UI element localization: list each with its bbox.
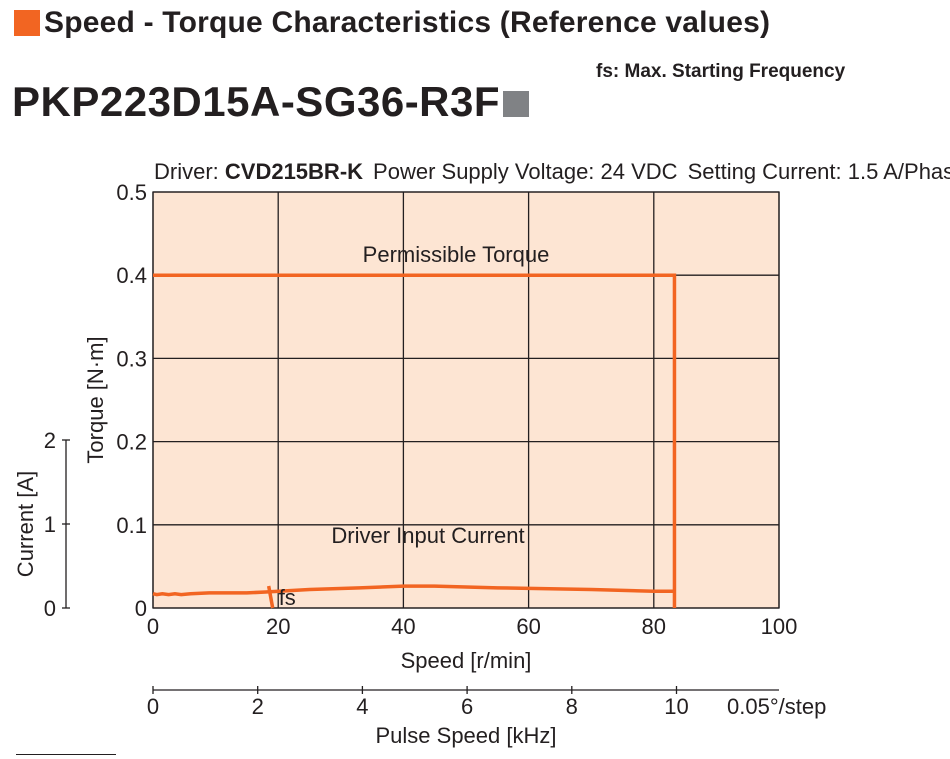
fs-label: fs bbox=[279, 585, 296, 610]
y-tick-label: 0.1 bbox=[116, 513, 147, 538]
permissible-torque-line bbox=[153, 273, 677, 608]
driver-model: CVD215BR-K bbox=[225, 159, 363, 184]
y-tick-label: 0.3 bbox=[116, 346, 147, 371]
driver-input-current-label: Driver Input Current bbox=[331, 523, 524, 548]
pulse-tick-label: 2 bbox=[252, 694, 264, 719]
pulse-tick-label: 10 bbox=[664, 694, 688, 719]
pulse-tick-label: 6 bbox=[461, 694, 473, 719]
y-tick-label: 0.2 bbox=[116, 430, 147, 455]
header: Speed - Torque Characteristics (Referenc… bbox=[14, 6, 770, 40]
pulse-tick-label: 4 bbox=[356, 694, 368, 719]
y-tick-label: 0 bbox=[135, 596, 147, 621]
model-name: PKP223D15A-SG36-R3F bbox=[12, 78, 501, 125]
plot-frame bbox=[152, 191, 780, 609]
current-tick-label: 2 bbox=[44, 428, 56, 453]
x-tick-label: 20 bbox=[266, 614, 290, 639]
divider bbox=[16, 754, 116, 755]
fs-marker bbox=[266, 585, 275, 609]
model-header: PKP223D15A-SG36-R3F bbox=[12, 78, 530, 126]
y-tick-label: 0.4 bbox=[116, 263, 147, 288]
x-tick-label: 40 bbox=[391, 614, 415, 639]
y-axis-title: Torque [N·m] bbox=[83, 336, 108, 463]
x-tick-label: 0 bbox=[147, 614, 159, 639]
fs-note: fs: Max. Starting Frequency bbox=[596, 61, 846, 82]
current-axis-title: Current [A] bbox=[13, 471, 38, 577]
x-tick-label: 60 bbox=[516, 614, 540, 639]
pulse-tick-label: 0 bbox=[147, 694, 159, 719]
current-tick-label: 1 bbox=[44, 512, 56, 537]
permissible-torque-label: Permissible Torque bbox=[363, 242, 550, 267]
gray-square-icon bbox=[503, 91, 530, 117]
pulse-tick-label: 8 bbox=[566, 694, 578, 719]
step-angle-label: 0.05°/step bbox=[727, 694, 826, 719]
driver-prefix: Driver: bbox=[154, 159, 225, 184]
x-axis-title: Speed [r/min] bbox=[401, 648, 532, 673]
page-title: Speed - Torque Characteristics (Referenc… bbox=[44, 6, 771, 39]
y-tick-label: 0.5 bbox=[116, 180, 147, 205]
orange-square-icon bbox=[14, 10, 40, 36]
current-setting-text: Setting Current: 1.5 A/Phase bbox=[688, 159, 950, 184]
pulse-axis-title: Pulse Speed [kHz] bbox=[376, 723, 557, 748]
driver-input-current-line bbox=[152, 584, 675, 597]
current-tick-label: 0 bbox=[44, 596, 56, 621]
x-tick-label: 100 bbox=[761, 614, 798, 639]
x-tick-label: 80 bbox=[642, 614, 666, 639]
conditions-text: Driver: CVD215BR-K Power Supply Voltage: … bbox=[154, 159, 950, 184]
voltage-text: Power Supply Voltage: 24 VDC bbox=[373, 159, 678, 184]
